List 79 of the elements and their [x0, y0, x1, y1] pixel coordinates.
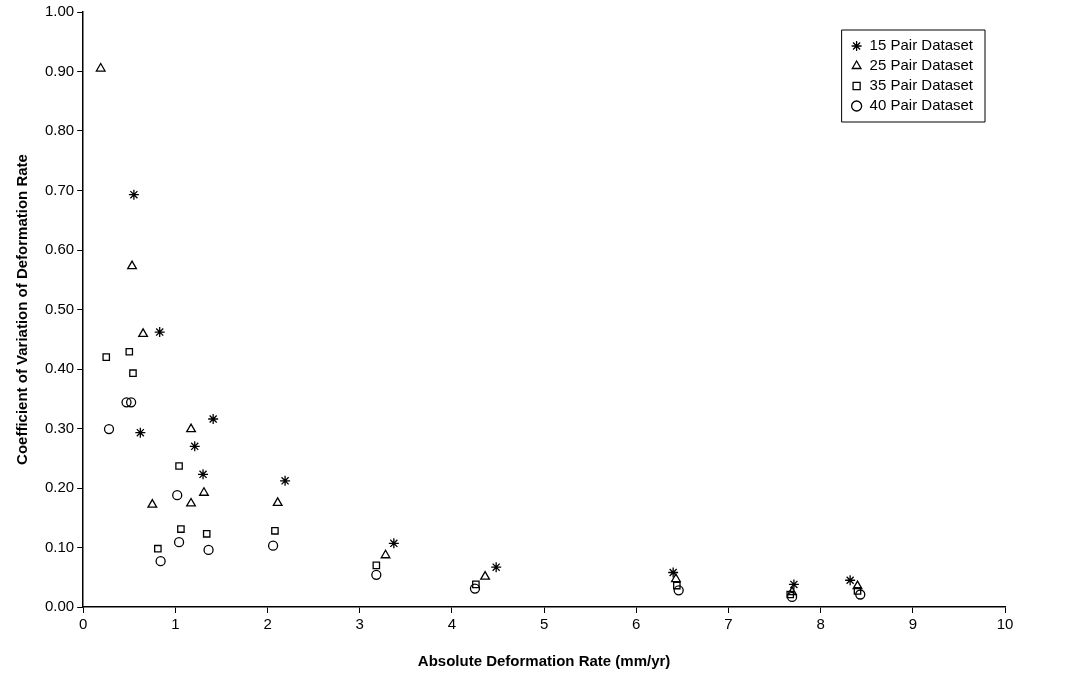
point	[788, 578, 800, 591]
point	[103, 423, 115, 435]
point	[202, 529, 211, 538]
x-tick-label: 0	[79, 615, 88, 633]
x-tick-label: 10	[996, 615, 1014, 633]
point	[844, 574, 856, 586]
point	[134, 427, 146, 439]
x-axis-title: Absolute Deformation Rate (mm/yr)	[417, 652, 671, 670]
y-tick-label: 0.40	[44, 359, 75, 377]
x-tick-label: 7	[724, 615, 733, 633]
point	[175, 462, 183, 470]
point	[472, 580, 480, 589]
point	[155, 556, 166, 567]
y-tick-label: 0.50	[44, 299, 75, 317]
y-tick-label: 0.80	[44, 121, 75, 139]
point	[490, 561, 502, 573]
point	[380, 549, 391, 559]
point	[670, 573, 681, 583]
point	[203, 544, 214, 556]
x-tick-label: 3	[355, 615, 364, 633]
point	[197, 468, 209, 480]
point	[177, 525, 185, 533]
point	[372, 561, 381, 570]
point	[371, 569, 382, 581]
point	[121, 397, 132, 408]
point	[154, 326, 166, 338]
point	[853, 587, 862, 595]
x-tick-label: 4	[447, 615, 457, 633]
point	[95, 62, 106, 72]
point	[207, 413, 219, 425]
point	[388, 537, 400, 549]
x-tick-label: 5	[539, 615, 549, 633]
point	[173, 537, 185, 548]
x-tick-label: 1	[171, 615, 180, 633]
point	[125, 397, 137, 408]
point	[786, 590, 795, 599]
point	[272, 497, 283, 507]
point	[855, 589, 866, 600]
point	[172, 489, 183, 501]
point	[128, 189, 140, 201]
point	[469, 583, 481, 594]
point	[127, 260, 138, 270]
point	[125, 347, 134, 356]
legend-label: 35 Pair Dataset	[869, 76, 974, 94]
legend-label: 15 Pair Dataset	[869, 36, 974, 54]
x-tick-label: 6	[632, 615, 641, 633]
point	[102, 353, 111, 361]
y-tick-label: 0.30	[44, 418, 75, 436]
point	[787, 586, 798, 596]
point	[138, 328, 149, 338]
point	[147, 499, 158, 508]
legend-label: 25 Pair Dataset	[869, 56, 974, 74]
x-tick-label: 9	[908, 615, 917, 633]
y-tick-label: 0.90	[44, 61, 75, 79]
point	[154, 544, 162, 553]
y-tick-label: 0.20	[44, 478, 75, 496]
point	[189, 440, 201, 452]
point	[279, 475, 291, 487]
point	[673, 585, 684, 596]
legend-label: 40 Pair Dataset	[869, 96, 974, 114]
point	[267, 540, 279, 551]
point	[480, 571, 491, 580]
x-tick-label: 2	[263, 615, 272, 633]
y-tick-label: 0.00	[44, 597, 75, 615]
point	[673, 581, 681, 590]
point	[129, 369, 137, 377]
point	[186, 497, 197, 507]
y-tick-label: 0.10	[44, 537, 75, 555]
point	[667, 566, 679, 579]
point	[186, 423, 197, 433]
point	[271, 527, 279, 535]
point	[198, 487, 209, 496]
y-tick-label: 0.70	[44, 180, 75, 198]
point	[852, 580, 863, 590]
point	[786, 591, 798, 603]
y-axis-title: Coefficient of Variation of Deformation Rate	[13, 154, 31, 465]
x-tick-label: 8	[816, 615, 825, 633]
y-tick-label: 0.60	[44, 240, 75, 258]
y-tick-label: 1.00	[44, 2, 75, 20]
